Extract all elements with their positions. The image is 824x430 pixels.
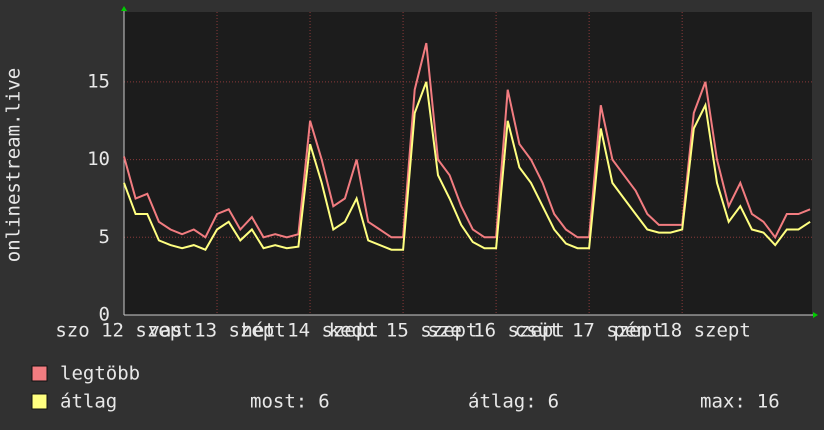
plot-area — [124, 12, 812, 315]
y-tick-label: 5 — [99, 226, 110, 248]
axis-arrow — [813, 312, 818, 318]
stat-label: most: — [250, 391, 307, 413]
x-tick-label: pén 18 szept — [614, 320, 751, 342]
legend-swatch — [31, 393, 48, 410]
stat-value: 6 — [548, 391, 559, 413]
y-tick-label: 10 — [87, 148, 110, 170]
series-line — [123, 81, 811, 251]
x-tick-label: vas 13 szept — [148, 320, 285, 342]
series-line — [123, 42, 811, 240]
stat-value: 6 — [318, 391, 329, 413]
y-axis-label: onlinestream.live — [3, 68, 25, 262]
x-tick-label: hét 14 szept — [241, 320, 378, 342]
stat-label: átlag: — [468, 391, 537, 413]
y-tick-label: 15 — [87, 70, 110, 92]
x-tick-label: kedd 15 szept — [329, 320, 478, 342]
legend-swatch — [31, 365, 48, 382]
x-tick-label: csüt 17 szept — [515, 320, 664, 342]
legend-label: legtöbb — [60, 363, 140, 385]
x-tick-label: szo 12 szept — [55, 320, 192, 342]
legend-label: átlag — [60, 391, 117, 413]
x-tick-label: sze 16 szept — [427, 320, 564, 342]
stat-value: 16 — [757, 391, 780, 413]
y-tick-label: 0 — [99, 304, 110, 326]
axis-arrow — [121, 6, 127, 11]
stat-label: max: — [700, 391, 746, 413]
